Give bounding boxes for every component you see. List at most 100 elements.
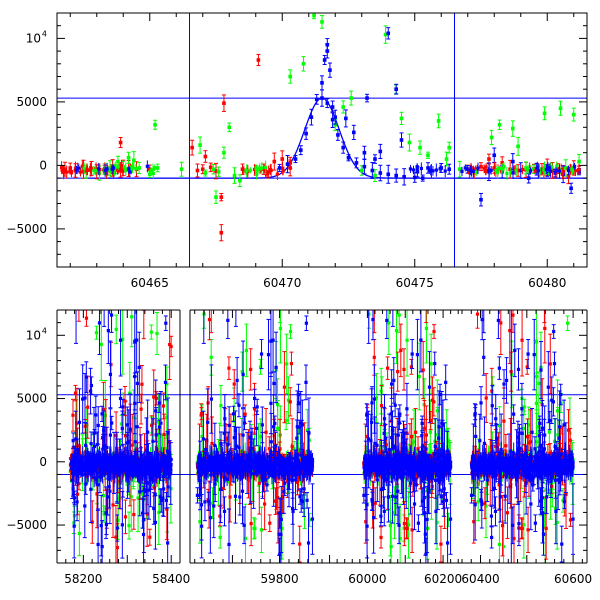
top-point-green-25 bbox=[301, 56, 306, 72]
top-point-green-41 bbox=[447, 141, 452, 154]
bottom-point-3-blue-237 bbox=[502, 369, 507, 399]
bottom-point-0-blue-150 bbox=[163, 364, 168, 401]
top-point-green-38 bbox=[426, 151, 430, 159]
top-point-blue-7 bbox=[320, 89, 324, 107]
top-point-red-26 bbox=[272, 152, 277, 171]
top-base-point-0-38 bbox=[73, 161, 78, 175]
bottom-point-1-blue-479 bbox=[304, 315, 309, 331]
top-point-blue-8 bbox=[325, 98, 330, 109]
top-point-blue-17 bbox=[386, 164, 391, 184]
top-base-point-6-26 bbox=[561, 167, 565, 180]
top-ytick-label-1: 0 bbox=[39, 158, 47, 172]
top-base-point-2-4 bbox=[97, 162, 101, 175]
top-base-point-0-27 bbox=[62, 166, 66, 178]
bottom-point-2-green-168 bbox=[386, 310, 391, 355]
bottom-point-1-red-91 bbox=[267, 514, 272, 532]
bottom-point-2-blue-230 bbox=[384, 310, 389, 340]
bottom-point-3-blue-248 bbox=[472, 403, 477, 427]
top-point-green-42 bbox=[457, 160, 462, 178]
bottom-point-0-blue-73 bbox=[72, 493, 77, 559]
top-point-blue-48 bbox=[518, 162, 523, 179]
bottom-point-1-green-191 bbox=[244, 323, 249, 378]
bottom-point-3-blue-382 bbox=[570, 483, 575, 555]
top-base-point-8-4 bbox=[471, 165, 475, 178]
top-point-green-47 bbox=[524, 161, 529, 175]
top-base-point-4-8 bbox=[254, 165, 259, 177]
bottom-point-1-green-182 bbox=[218, 385, 223, 427]
top-base-point-5-11 bbox=[411, 165, 416, 175]
bottom-point-0-green-218 bbox=[99, 310, 104, 381]
top-base-point-1-0 bbox=[153, 164, 157, 171]
top-base-point-6-37 bbox=[484, 166, 488, 175]
bottom-point-3-red-78 bbox=[484, 373, 489, 423]
top-point-red-42 bbox=[550, 162, 555, 179]
bottom-point-0-green-182 bbox=[102, 505, 107, 523]
top-base-point-5-6 bbox=[408, 164, 413, 173]
bottom-point-3-blue-143 bbox=[497, 356, 502, 380]
top-base-point-6-29 bbox=[540, 168, 544, 176]
top-base-point-1-5 bbox=[149, 167, 153, 174]
bottom-point-3-green-82 bbox=[476, 482, 481, 522]
top-point-green-16 bbox=[211, 163, 216, 175]
bottom-point-0-blue-104 bbox=[165, 507, 170, 563]
bottom-point-2-green-191 bbox=[424, 310, 429, 364]
bottom-point-1-blue-455 bbox=[241, 340, 246, 409]
top-point-green-43 bbox=[489, 129, 494, 146]
bottom-xtick-label-1: 58400 bbox=[152, 572, 190, 586]
bottom-point-2-blue-411 bbox=[366, 310, 371, 344]
top-base-point-8-0 bbox=[549, 165, 553, 178]
top-base-point-0-4 bbox=[78, 167, 83, 177]
top-base-point-4-5 bbox=[244, 167, 248, 175]
bottom-point-0-blue-166 bbox=[101, 410, 106, 451]
top-axes-frame bbox=[56, 12, 588, 268]
top-point-green-39 bbox=[436, 113, 441, 129]
bottom-point-2-blue-131 bbox=[432, 351, 437, 376]
top-point-green-10 bbox=[137, 161, 142, 175]
top-point-red-14 bbox=[195, 163, 200, 178]
bottom-point-0-red-174 bbox=[76, 310, 81, 322]
bottom-point-3-blue-411 bbox=[479, 491, 484, 511]
top-base-point-2-9 bbox=[110, 164, 114, 175]
top-plot-area bbox=[57, 13, 587, 267]
top-base-point-8-13 bbox=[554, 166, 558, 174]
top-point-blue-32 bbox=[362, 145, 367, 160]
top-point-blue-37 bbox=[399, 132, 404, 148]
bottom-xtick-label-3: 60000 bbox=[348, 572, 386, 586]
top-point-red-32 bbox=[479, 162, 483, 172]
bottom-point-1-red-19 bbox=[248, 348, 253, 391]
bottom-xtick-label-6: 60600 bbox=[554, 572, 592, 586]
bottom-point-3-blue-179 bbox=[533, 514, 538, 532]
bottom-point-3-blue-328 bbox=[489, 505, 494, 527]
top-point-red-11 bbox=[118, 137, 123, 149]
bottom-point-0-red-166 bbox=[123, 385, 128, 417]
bottom-point-0-green-11 bbox=[94, 325, 99, 340]
top-base-point-3-11 bbox=[281, 167, 285, 176]
bottom-point-0-green-226 bbox=[120, 310, 125, 375]
top-point-blue-5 bbox=[309, 108, 314, 126]
bottom-point-0-blue-61 bbox=[80, 364, 85, 434]
bottom-xtick-label-4: 60200 bbox=[424, 572, 462, 586]
top-point-blue-30 bbox=[351, 124, 356, 140]
bottom-point-0-green-253 bbox=[129, 310, 134, 348]
top-point-red-29 bbox=[256, 53, 261, 67]
top-base-point-2-3 bbox=[77, 163, 81, 173]
bottom-point-3-blue-305 bbox=[552, 351, 557, 376]
bottom-point-3-blue-500 bbox=[532, 318, 537, 391]
bottom-point-0-blue-493 bbox=[106, 310, 111, 365]
bottom-point-1-blue-491 bbox=[290, 492, 295, 525]
top-point-blue-31 bbox=[365, 93, 370, 103]
top-base-point-6-11 bbox=[521, 164, 525, 175]
bottom-ytick-label-0: −5000 bbox=[6, 518, 47, 532]
top-base-point-7-10 bbox=[509, 167, 513, 178]
top-point-blue-13 bbox=[354, 157, 359, 169]
bottom-point-0-green-90 bbox=[127, 511, 132, 540]
bottom-point-0-blue-491 bbox=[118, 310, 123, 377]
bottom-point-1-red-17 bbox=[297, 525, 302, 563]
top-base-point-5-7 bbox=[419, 162, 423, 175]
top-point-blue-19 bbox=[402, 168, 407, 186]
top-point-green-18 bbox=[221, 146, 226, 159]
top-xtick-label-1: 60470 bbox=[263, 276, 301, 290]
top-point-green-15 bbox=[203, 169, 208, 177]
bottom-point-2-blue-158 bbox=[404, 382, 409, 435]
